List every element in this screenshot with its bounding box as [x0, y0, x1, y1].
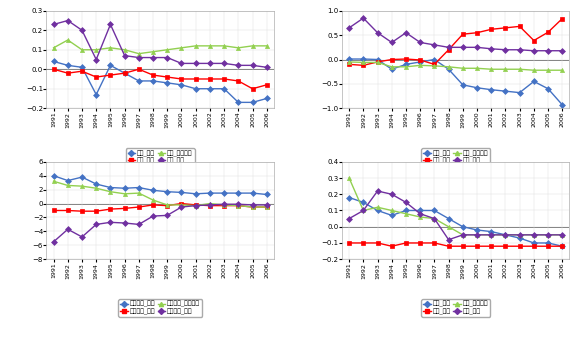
Legend: 전력_석유, 전력_석탄, 전력_천연가스, 전력_전력: 전력_석유, 전력_석탄, 전력_천연가스, 전력_전력: [421, 300, 490, 316]
Legend: 천연가스_석유, 천연가스_석탄, 천연가스_천연가스, 천연가스_전력: 천연가스_석유, 천연가스_석탄, 천연가스_천연가스, 천연가스_전력: [119, 300, 202, 316]
Legend: 석유_석유, 석유_석탄, 석유_천연가스, 석유_전력: 석유_석유, 석유_석탄, 석유_천연가스, 석유_전력: [125, 148, 195, 166]
Legend: 석탄_석유, 석탄_석탄, 석탄_천연가스, 석탄_전력: 석탄_석유, 석탄_석탄, 석탄_천연가스, 석탄_전력: [421, 148, 490, 166]
